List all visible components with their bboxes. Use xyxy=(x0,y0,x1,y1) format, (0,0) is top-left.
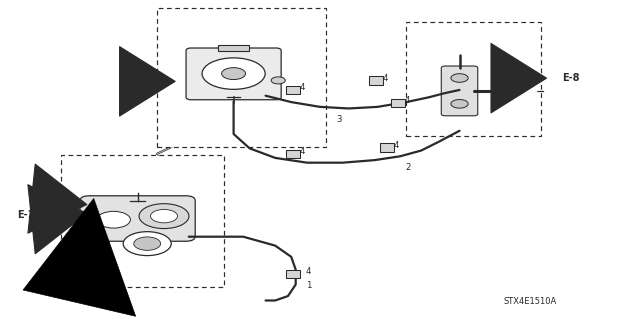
Text: 4: 4 xyxy=(300,147,305,156)
Text: E-15-1: E-15-1 xyxy=(18,210,52,220)
Text: 4: 4 xyxy=(382,74,388,83)
FancyBboxPatch shape xyxy=(186,48,281,100)
Bar xyxy=(406,22,541,136)
Bar xyxy=(61,155,224,287)
Text: 4: 4 xyxy=(394,141,399,150)
FancyBboxPatch shape xyxy=(80,196,195,241)
Circle shape xyxy=(451,74,468,82)
Bar xyxy=(286,86,300,94)
Text: 4: 4 xyxy=(404,96,410,105)
Bar xyxy=(286,150,300,158)
Circle shape xyxy=(134,237,161,250)
FancyArrowPatch shape xyxy=(517,87,538,95)
Circle shape xyxy=(150,209,177,223)
Bar xyxy=(380,143,394,152)
Text: FR.: FR. xyxy=(59,271,77,281)
Text: STX4E1510A: STX4E1510A xyxy=(504,297,557,306)
Text: 3: 3 xyxy=(336,115,342,124)
FancyBboxPatch shape xyxy=(442,66,477,116)
Bar xyxy=(218,45,249,50)
Text: E-8: E-8 xyxy=(562,73,579,83)
Text: 1: 1 xyxy=(306,281,312,290)
Bar xyxy=(157,8,326,147)
Circle shape xyxy=(221,68,246,79)
Circle shape xyxy=(451,100,468,108)
Bar xyxy=(369,76,383,85)
Text: 4: 4 xyxy=(306,267,312,276)
Text: 2: 2 xyxy=(405,163,411,172)
Bar xyxy=(286,270,300,278)
Bar xyxy=(391,99,405,107)
Circle shape xyxy=(97,211,131,228)
Circle shape xyxy=(202,58,265,89)
Text: E-1: E-1 xyxy=(127,76,144,86)
Circle shape xyxy=(139,204,189,228)
Text: 4: 4 xyxy=(300,83,305,92)
Circle shape xyxy=(271,77,285,84)
Circle shape xyxy=(123,232,172,256)
Text: E-15: E-15 xyxy=(28,197,52,208)
